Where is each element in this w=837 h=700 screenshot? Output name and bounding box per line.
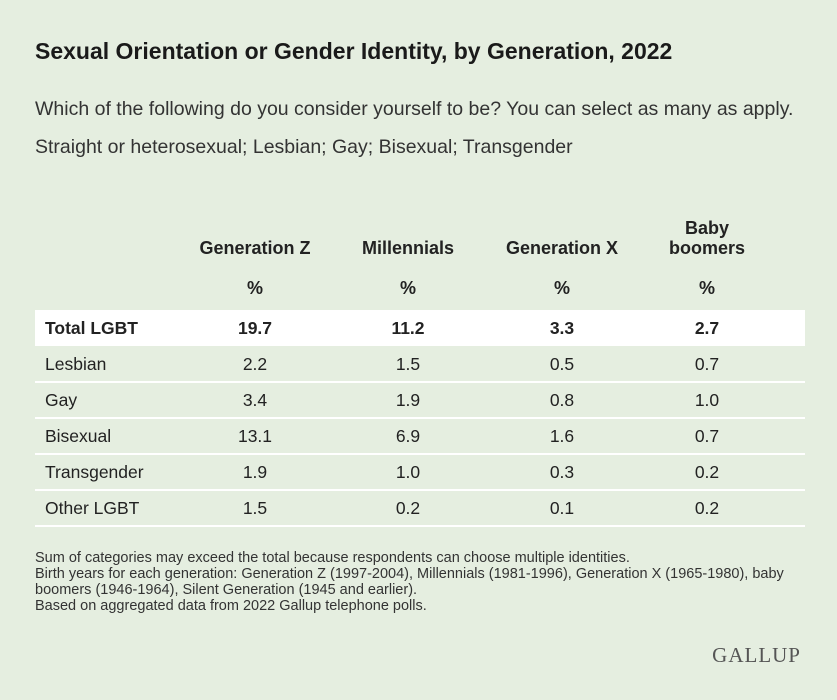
row-label: Bisexual [45, 426, 112, 446]
cell-value: 0.7 [694, 426, 720, 446]
cell-value: 1.5 [242, 498, 268, 518]
table-row: Other LGBT 1.5 0.2 0.1 0.2 [35, 490, 805, 526]
cell-value: 1.6 [549, 426, 575, 446]
cell-value: 0.7 [694, 354, 720, 374]
cell-value: 0.2 [694, 462, 720, 482]
column-header-text: Millennials [361, 238, 455, 258]
cell-value: 0.1 [549, 498, 575, 518]
cell-value: 11.2 [391, 318, 425, 338]
cell-value: 1.0 [694, 390, 720, 410]
subtitle: Which of the following do you consider y… [35, 98, 794, 158]
unit-label: % [553, 278, 570, 298]
row-label: Total LGBT [45, 318, 138, 338]
table-row: Bisexual 13.1 6.9 1.6 0.7 [35, 418, 805, 454]
note: Based on aggregated data from 2022 Gallu… [35, 598, 427, 614]
unit-label: % [246, 278, 263, 298]
cell-value: 0.2 [694, 498, 720, 518]
column-header-text: Generation Z [199, 238, 311, 258]
cell-value: 19.7 [237, 318, 273, 338]
column-header: Generation Z [185, 214, 325, 258]
row-label: Gay [45, 390, 78, 410]
cell-value: 1.9 [242, 462, 268, 482]
cell-value: 1.9 [395, 390, 421, 410]
cell-value: 2.7 [694, 318, 720, 338]
table-row: Transgender 1.9 1.0 0.3 0.2 [35, 454, 805, 490]
row-label: Other LGBT [45, 498, 140, 518]
column-header: Generation X [492, 214, 632, 258]
row-divider [35, 453, 805, 455]
column-header-text: Baby boomers [668, 218, 746, 258]
note: Birth years for each generation: Generat… [35, 566, 784, 598]
unit-label: % [698, 278, 715, 298]
row-label: Lesbian [45, 354, 107, 374]
unit-label: % [399, 278, 416, 298]
notes: Sum of categories may exceed the total b… [35, 550, 805, 614]
row-divider [35, 489, 805, 491]
brand: GALLUP [712, 643, 801, 667]
cell-value: 0.5 [549, 354, 575, 374]
column-header: Millennials [338, 214, 478, 258]
cell-value: 2.2 [242, 354, 268, 374]
table-row: Lesbian 2.2 1.5 0.5 0.7 [35, 346, 805, 382]
cell-value: 1.5 [395, 354, 421, 374]
column-header: Baby boomers [637, 214, 777, 258]
column-header-text: Generation X [505, 238, 619, 258]
row-divider [35, 417, 805, 419]
note: Sum of categories may exceed the total b… [35, 550, 630, 566]
row-divider [35, 381, 805, 383]
row-divider [35, 525, 805, 527]
cell-value: 0.2 [395, 498, 421, 518]
table-row: Total LGBT 19.7 11.2 3.3 2.7 [35, 310, 805, 346]
cell-value: 3.4 [242, 390, 268, 410]
cell-value: 0.8 [549, 390, 575, 410]
table-row: Gay 3.4 1.9 0.8 1.0 [35, 382, 805, 418]
cell-value: 13.1 [237, 426, 273, 446]
cell-value: 3.3 [549, 318, 575, 338]
cell-value: 6.9 [395, 426, 421, 446]
row-label: Transgender [45, 462, 144, 482]
cell-value: 1.0 [395, 462, 421, 482]
title: Sexual Orientation or Gender Identity, b… [35, 38, 673, 64]
cell-value: 0.3 [549, 462, 575, 482]
